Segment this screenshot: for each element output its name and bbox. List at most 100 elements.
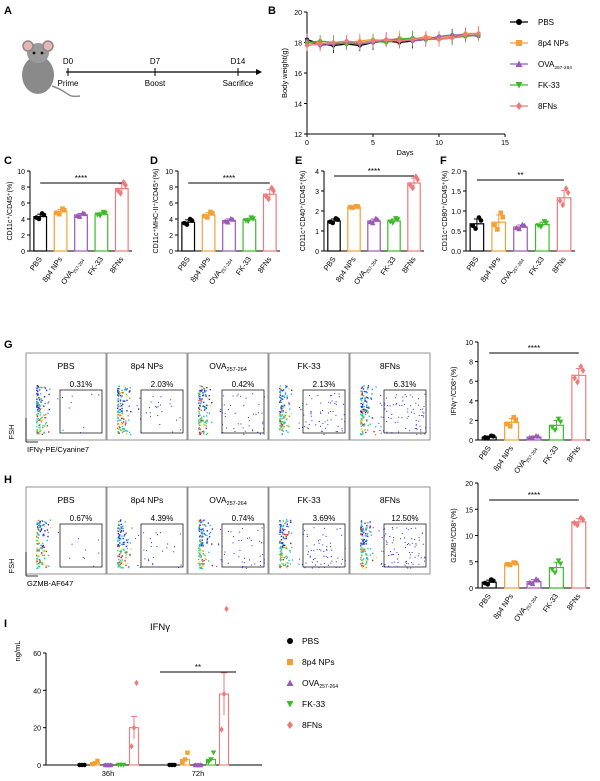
flow-dot: [366, 429, 369, 431]
y-tick-label: 10: [17, 169, 25, 176]
flow-dot: [290, 413, 293, 415]
flow-dot: [360, 412, 363, 414]
flow-dot: [360, 411, 362, 414]
flow-dot: [367, 558, 369, 561]
flow-dot: [83, 557, 85, 559]
flow-dot: [199, 548, 201, 550]
data-point: [202, 213, 208, 219]
flow-dot: [361, 412, 364, 414]
flow-dot: [198, 399, 200, 402]
flow-dot: [205, 420, 207, 422]
flow-dot: [143, 549, 145, 551]
flow-dot: [282, 533, 284, 535]
flow-dot: [45, 550, 47, 553]
flow-dot: [128, 565, 130, 568]
flow-scatter: [198, 519, 265, 570]
flow-dot: [366, 404, 368, 406]
flow-dot: [409, 554, 411, 556]
flow-dot: [44, 530, 46, 532]
flow-dot: [38, 389, 41, 391]
flow-dot: [283, 396, 286, 398]
flow-dot: [201, 559, 203, 561]
flow-dot: [211, 564, 214, 567]
flow-dot: [257, 529, 259, 531]
flow-dot: [123, 541, 126, 543]
flow-dot: [46, 425, 49, 427]
flow-dot: [199, 543, 202, 545]
data-point: [485, 435, 491, 441]
flow-dot: [280, 559, 282, 561]
data-point: [505, 421, 510, 427]
flow-dot: [279, 527, 281, 529]
flow-dot: [406, 417, 408, 419]
flow-dot: [149, 412, 151, 414]
flow-dot: [318, 421, 320, 423]
flow-dot: [384, 402, 386, 404]
y-tick-label: 6: [21, 201, 25, 208]
flow-dot: [204, 554, 206, 556]
flow-dot: [392, 528, 394, 530]
flow-dot: [126, 410, 128, 412]
flow-dot: [298, 563, 300, 565]
flow-dot: [124, 387, 127, 389]
flow-dot: [420, 409, 422, 411]
flow-dot: [124, 560, 126, 562]
flow-dot: [234, 430, 236, 432]
flow-dot: [118, 388, 121, 390]
flow-dot: [117, 404, 119, 406]
flow-dot: [244, 430, 246, 432]
flow-dot: [380, 416, 382, 418]
flow-dot: [118, 545, 120, 548]
flow-dot: [40, 528, 43, 530]
flow-dot: [211, 543, 213, 545]
flow-gate: [140, 523, 184, 568]
flow-dot: [198, 547, 200, 549]
flow-dot: [129, 390, 131, 392]
flow-dot: [202, 545, 205, 547]
y-tick-label: 14: [294, 102, 302, 109]
flow-dot: [91, 393, 93, 395]
flow-dot: [241, 528, 243, 530]
flow-dot: [46, 565, 48, 567]
flow-dot: [206, 412, 208, 414]
flow-dot: [147, 558, 149, 560]
flow-dot: [388, 416, 390, 418]
flow-dot: [199, 404, 201, 407]
flow-dot: [149, 538, 151, 540]
flow-dot: [279, 429, 281, 431]
flow-dot: [202, 553, 204, 555]
flow-dot: [319, 548, 321, 550]
flow-dot: [200, 521, 203, 523]
flow-dot: [281, 405, 283, 408]
flow-dot: [127, 544, 129, 547]
flow-dot: [282, 558, 284, 561]
y-tick-label: 4: [169, 217, 173, 224]
flow-dot: [233, 428, 235, 430]
flow-dot: [38, 419, 41, 421]
flow-dot: [38, 399, 41, 401]
flow-dot: [360, 533, 362, 535]
flow-dot: [285, 521, 287, 523]
data-point: [529, 435, 536, 441]
flow-dot: [304, 530, 306, 532]
flow-dot: [311, 561, 313, 563]
flow-dot: [119, 563, 122, 566]
flow-dot: [361, 565, 363, 567]
timeline-event-label: Prime: [58, 79, 79, 88]
flow-gate: [302, 389, 346, 434]
data-point: [535, 223, 542, 229]
flow-dot: [120, 550, 123, 553]
flow-dot: [360, 410, 362, 412]
flow-dot: [390, 417, 392, 419]
flow-dot: [123, 548, 125, 551]
flow-dot: [158, 401, 160, 403]
flow-dot: [335, 414, 337, 416]
flow-dot: [152, 563, 154, 565]
flow-dot: [281, 417, 283, 420]
flow-dot: [202, 520, 204, 522]
flow-dot: [38, 559, 41, 561]
y-tick-label: 6: [169, 201, 173, 208]
flow-dot: [39, 429, 42, 431]
flow-dot: [39, 432, 41, 434]
flow-dot: [200, 418, 202, 420]
